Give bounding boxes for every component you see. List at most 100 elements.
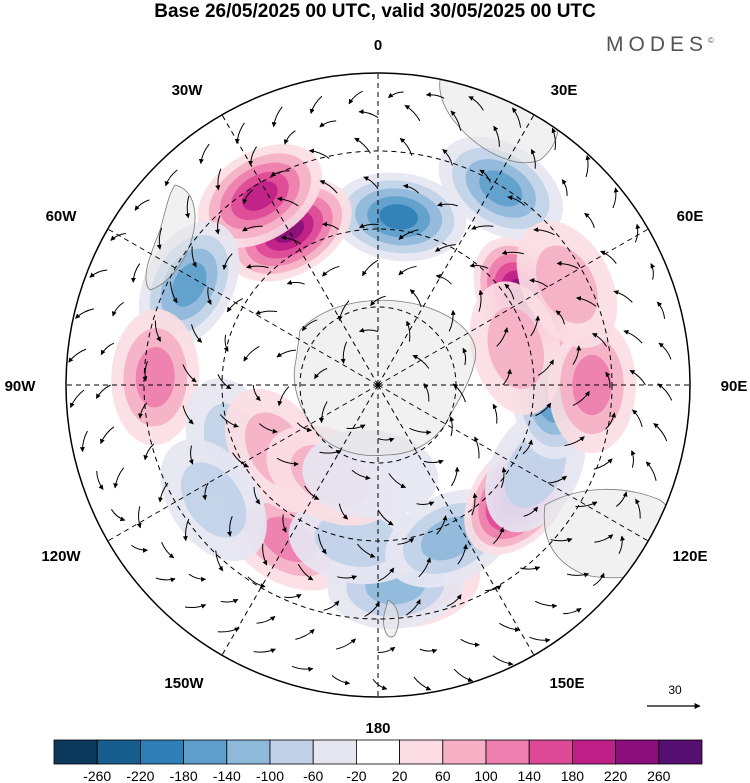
wind-arrow [435,273,452,285]
colorbar-tick-label: -20 [346,768,366,783]
wind-arrow [217,374,232,390]
wind-arrow [409,427,432,436]
wind-arrow [256,615,276,624]
wind-arrow [364,601,380,617]
wind-arrow [322,221,339,230]
meridian-line [377,114,535,386]
wind-arrow [232,452,249,468]
wind-arrow [398,265,417,276]
lon-label-150w: 150W [164,675,204,692]
wind-arrow [297,563,314,581]
wind-arrow [469,262,489,269]
wind-arrow [247,576,266,589]
map-disc [66,73,690,697]
wind-arrow [564,436,585,447]
wind-arrow [281,235,302,245]
wind-arrow [452,383,466,403]
wind-arrow [184,195,190,219]
colorbar: -260 -220 -180 -140 -100 -60 -20 20 60 100 140 180 2… [53,739,703,783]
wind-arrow [657,383,673,401]
wind-arrow [388,91,404,99]
anomaly-center [547,317,636,453]
wind-arrow [645,461,657,481]
meridian-line [377,384,649,542]
wind-arrow [499,622,521,633]
wind-arrow [356,543,376,558]
wind-arrow [286,280,305,285]
wind-arrow [304,485,320,500]
colorbar-swatch [269,739,314,765]
wind-arrow [136,506,142,529]
wind-arrow [164,169,178,187]
colorbar-swatch [139,739,184,765]
wind-arrow [435,244,456,252]
wind-arrow [605,412,617,430]
wind-arrow [612,187,619,209]
wind-arrow [110,509,126,522]
wind-arrow [419,648,438,654]
colorbar-tick-label: 140 [518,768,542,783]
wind-arrow [182,518,190,542]
wind-arrow [404,104,421,122]
wind-arrow [653,423,668,442]
wind-arrow [271,106,283,128]
wind-arrow [592,572,605,587]
wind-arrow [370,295,386,306]
wind-arrow [572,345,582,365]
wind-arrow [535,402,552,417]
wind-arrow [507,195,526,206]
wind-arrow [243,345,260,362]
wind-arrow [537,359,554,376]
wind-arrow [340,341,348,364]
wind-arrow [547,475,567,484]
wind-arrow [336,638,356,650]
wind-arrow [100,426,115,445]
brand-name: MODES [606,33,709,56]
wind-arrow [511,107,522,128]
wind-arrow [214,215,221,235]
colorbar-tick-label: -260 [83,768,111,783]
wind-arrow [377,567,395,582]
wind-arrow [493,125,500,147]
wind-arrow [223,334,229,352]
meridian-line [107,384,379,542]
anomaly-center [469,281,562,415]
wind-arrow [377,646,396,653]
contour-band [420,516,479,561]
longitude-grid [66,73,690,697]
wind-arrow [416,501,435,507]
contour-band [314,512,398,567]
wind-arrow [184,604,207,609]
copyright-mark: © [708,36,714,45]
wind-arrow [143,443,155,461]
wind-arrow [457,544,468,565]
colorbar-swatch [96,739,141,765]
wind-arrow [110,232,126,241]
wind-arrow [449,416,455,437]
wind-arrow [188,445,194,465]
brand-logo: MODES© [606,33,714,57]
wind-arrow [502,368,513,386]
wind-arrow [323,600,340,611]
wind-arrow [219,414,239,428]
wind-arrow [191,246,197,268]
wind-arrow [348,90,363,105]
wind-arrow [188,573,207,582]
meridian-line [107,228,379,386]
colorbar-swatch [442,739,487,765]
wind-arrow [575,295,597,307]
wind-arrow [453,668,474,683]
wind-arrow [270,170,290,177]
wind-arrow [346,424,366,430]
wind-arrow [397,537,415,545]
wind-arrow [425,91,445,99]
lon-label-0: 0 [374,37,382,54]
wind-arrow [566,572,590,578]
colorbar-tick-label: -140 [213,768,241,783]
wind-arrow [309,95,323,115]
wind-arrow [276,349,296,358]
wind-arrow [635,498,641,519]
colorbar-tick-label: -100 [256,768,284,783]
colorbar-tick-label: 60 [435,768,451,783]
